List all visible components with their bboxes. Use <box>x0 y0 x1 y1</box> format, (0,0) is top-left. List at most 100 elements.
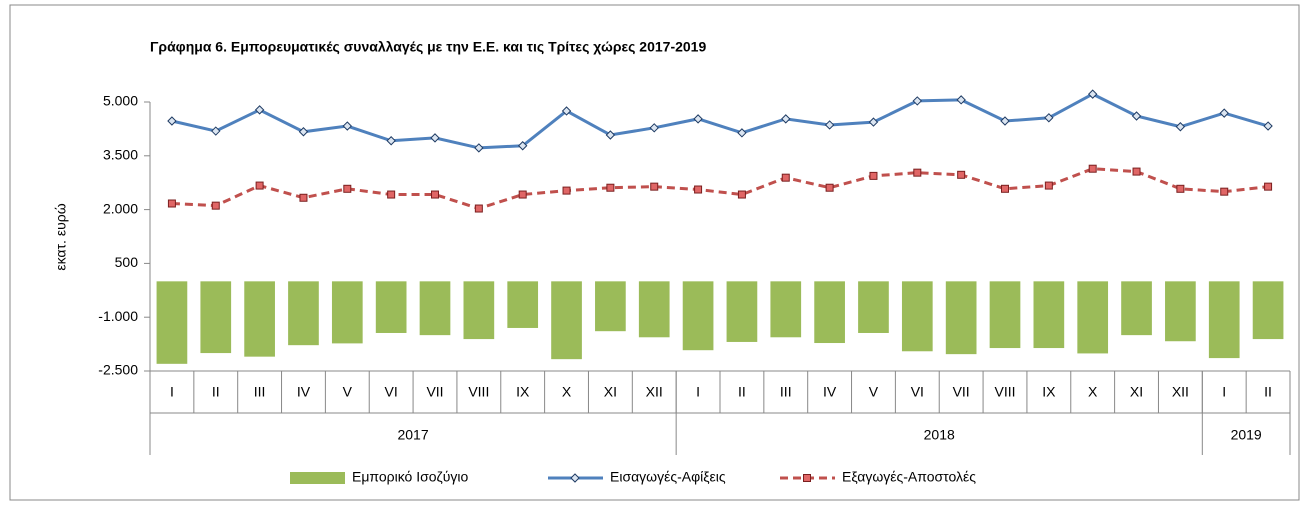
marker <box>1131 111 1142 121</box>
x-tick-label: VII <box>953 384 970 400</box>
bar <box>156 281 188 364</box>
x-tick-label: II <box>212 384 220 400</box>
bar <box>375 281 407 333</box>
x-tick-label: XI <box>604 384 617 400</box>
marker <box>694 185 703 194</box>
x-tick-label: I <box>1222 384 1226 400</box>
marker <box>343 184 352 193</box>
marker <box>737 128 747 138</box>
marker <box>474 204 483 213</box>
marker <box>211 201 220 210</box>
x-group-label: 2019 <box>1231 427 1262 443</box>
x-tick-label: IX <box>516 384 530 400</box>
marker <box>913 168 922 177</box>
marker <box>1176 184 1185 193</box>
marker <box>255 181 264 190</box>
bar <box>1252 281 1284 340</box>
bar <box>858 281 889 333</box>
bar <box>288 281 319 346</box>
marker <box>387 190 396 199</box>
marker <box>167 199 176 208</box>
bar <box>595 281 626 332</box>
marker <box>693 114 703 124</box>
x-tick-label: XII <box>646 384 663 400</box>
x-tick-label: IV <box>297 384 311 400</box>
marker <box>869 171 878 180</box>
marker <box>342 121 353 131</box>
marker <box>167 116 177 126</box>
legend-swatch <box>290 472 345 484</box>
bar <box>200 281 232 354</box>
marker <box>957 170 966 179</box>
marker <box>912 96 923 106</box>
bar <box>1208 281 1240 359</box>
bar <box>726 281 758 342</box>
legend-label: Εισαγωγές-Αφίξεις <box>610 469 726 485</box>
x-tick-label: V <box>343 384 353 400</box>
x-tick-label: X <box>562 384 572 400</box>
legend-label: Εξαγωγές-Αποστολές <box>842 469 976 485</box>
marker <box>781 173 790 182</box>
bar <box>507 281 539 328</box>
x-tick-label: V <box>869 384 879 400</box>
marker <box>824 120 835 130</box>
y-axis-label: εκατ. ευρώ <box>53 203 69 270</box>
bar <box>989 281 1021 349</box>
bar <box>682 281 714 351</box>
x-tick-label: I <box>696 384 700 400</box>
bar <box>770 281 802 338</box>
marker <box>1000 116 1010 126</box>
x-tick-label: III <box>780 384 792 400</box>
marker <box>781 114 791 124</box>
marker <box>430 133 440 143</box>
x-group-label: 2017 <box>397 427 428 443</box>
x-tick-label: XII <box>1172 384 1189 400</box>
line <box>171 167 1269 211</box>
marker <box>474 143 484 153</box>
x-tick-label: VIII <box>994 384 1015 400</box>
legend-marker <box>803 474 811 482</box>
x-tick-label: VI <box>385 384 398 400</box>
marker <box>1263 121 1273 131</box>
marker <box>1220 187 1229 196</box>
marker <box>1132 167 1141 176</box>
chart-border <box>9 4 1300 501</box>
marker <box>825 183 834 192</box>
marker <box>605 130 616 140</box>
bar <box>1077 281 1109 354</box>
marker <box>650 182 659 191</box>
marker <box>1001 184 1009 193</box>
x-tick-label: II <box>1264 384 1272 400</box>
legend-label: Εμπορικό Ισοζύγιο <box>352 469 468 485</box>
x-tick-label: II <box>738 384 746 400</box>
x-group-label: 2018 <box>924 427 955 443</box>
x-tick-label: I <box>170 384 174 400</box>
marker <box>649 123 659 133</box>
bar <box>1121 281 1152 336</box>
bar <box>463 281 495 340</box>
bar <box>1033 281 1065 349</box>
y-tick-label: 2.000 <box>103 200 138 216</box>
marker <box>211 126 221 136</box>
marker <box>561 106 572 116</box>
marker <box>1044 113 1054 123</box>
bar <box>901 281 933 352</box>
chart-title: Γράφημα 6. Εμπορευματικές συναλλαγές με … <box>150 39 706 55</box>
legend-marker <box>570 473 580 483</box>
marker <box>562 186 571 195</box>
bar <box>551 281 582 360</box>
bar <box>1165 281 1196 342</box>
x-tick-label: VII <box>426 384 443 400</box>
x-tick-label: VIII <box>468 384 489 400</box>
marker <box>386 136 396 146</box>
bar <box>419 281 451 336</box>
marker <box>1264 182 1273 191</box>
y-tick-label: 5.000 <box>103 93 138 109</box>
x-tick-label: X <box>1088 384 1098 400</box>
x-tick-label: XI <box>1130 384 1143 400</box>
marker <box>737 190 746 199</box>
marker <box>431 190 439 199</box>
marker <box>606 183 615 192</box>
x-tick-label: IX <box>1042 384 1056 400</box>
